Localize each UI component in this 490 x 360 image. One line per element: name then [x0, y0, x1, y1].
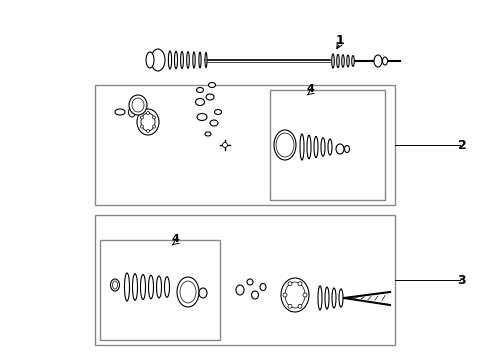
Ellipse shape [156, 276, 162, 298]
Bar [95, 215, 395, 345]
Ellipse shape [288, 304, 292, 308]
Ellipse shape [148, 275, 153, 299]
Ellipse shape [199, 288, 207, 298]
Ellipse shape [314, 136, 318, 158]
Text: 4: 4 [306, 84, 314, 94]
Ellipse shape [151, 49, 165, 71]
Ellipse shape [374, 55, 382, 67]
Ellipse shape [303, 293, 307, 297]
Ellipse shape [205, 53, 207, 68]
Ellipse shape [325, 287, 329, 309]
Ellipse shape [318, 286, 322, 310]
Ellipse shape [298, 304, 302, 308]
Ellipse shape [209, 82, 216, 87]
Ellipse shape [383, 57, 388, 65]
Bar [270, 90, 385, 200]
Bar [100, 240, 220, 340]
Ellipse shape [196, 87, 203, 93]
Ellipse shape [288, 282, 292, 286]
Ellipse shape [181, 51, 183, 68]
Ellipse shape [283, 293, 287, 297]
Ellipse shape [197, 113, 207, 121]
Ellipse shape [352, 55, 354, 66]
Text: 2: 2 [458, 139, 466, 152]
Ellipse shape [141, 125, 144, 128]
Ellipse shape [307, 135, 311, 159]
Ellipse shape [196, 99, 204, 105]
Text: 3: 3 [458, 274, 466, 287]
Ellipse shape [332, 54, 334, 68]
Ellipse shape [177, 277, 199, 307]
Ellipse shape [199, 52, 201, 68]
Ellipse shape [115, 109, 125, 115]
Ellipse shape [300, 134, 304, 160]
Ellipse shape [321, 138, 325, 156]
Ellipse shape [347, 55, 349, 67]
Ellipse shape [336, 144, 344, 154]
Ellipse shape [210, 120, 218, 126]
Bar [95, 85, 395, 205]
Ellipse shape [281, 278, 309, 312]
Ellipse shape [298, 282, 302, 286]
Ellipse shape [342, 55, 344, 67]
Ellipse shape [129, 95, 147, 115]
Ellipse shape [141, 116, 144, 119]
Ellipse shape [344, 145, 349, 153]
Ellipse shape [152, 125, 155, 128]
Ellipse shape [205, 132, 211, 136]
Ellipse shape [111, 279, 120, 291]
Ellipse shape [141, 113, 155, 131]
Ellipse shape [193, 52, 195, 68]
Ellipse shape [247, 279, 253, 285]
Text: 4: 4 [171, 234, 179, 244]
Ellipse shape [146, 52, 154, 68]
Ellipse shape [187, 52, 189, 68]
Ellipse shape [206, 94, 214, 100]
Ellipse shape [215, 109, 221, 114]
Ellipse shape [174, 51, 177, 69]
Ellipse shape [274, 130, 296, 160]
Ellipse shape [147, 130, 149, 132]
Ellipse shape [152, 116, 155, 119]
Ellipse shape [169, 51, 171, 69]
Ellipse shape [222, 143, 227, 148]
Ellipse shape [137, 109, 159, 135]
Ellipse shape [285, 282, 305, 308]
Ellipse shape [128, 107, 136, 117]
Ellipse shape [113, 281, 118, 289]
Ellipse shape [276, 133, 294, 157]
Ellipse shape [339, 289, 343, 307]
Ellipse shape [328, 139, 332, 155]
Ellipse shape [165, 277, 170, 297]
Ellipse shape [147, 112, 149, 114]
Ellipse shape [141, 275, 146, 300]
Ellipse shape [180, 281, 196, 303]
Ellipse shape [236, 285, 244, 295]
Ellipse shape [124, 273, 129, 301]
Ellipse shape [260, 284, 266, 291]
Text: 1: 1 [336, 33, 344, 46]
Ellipse shape [132, 274, 138, 300]
Ellipse shape [332, 288, 336, 308]
Ellipse shape [132, 98, 144, 112]
Ellipse shape [251, 291, 259, 299]
Ellipse shape [337, 54, 339, 68]
